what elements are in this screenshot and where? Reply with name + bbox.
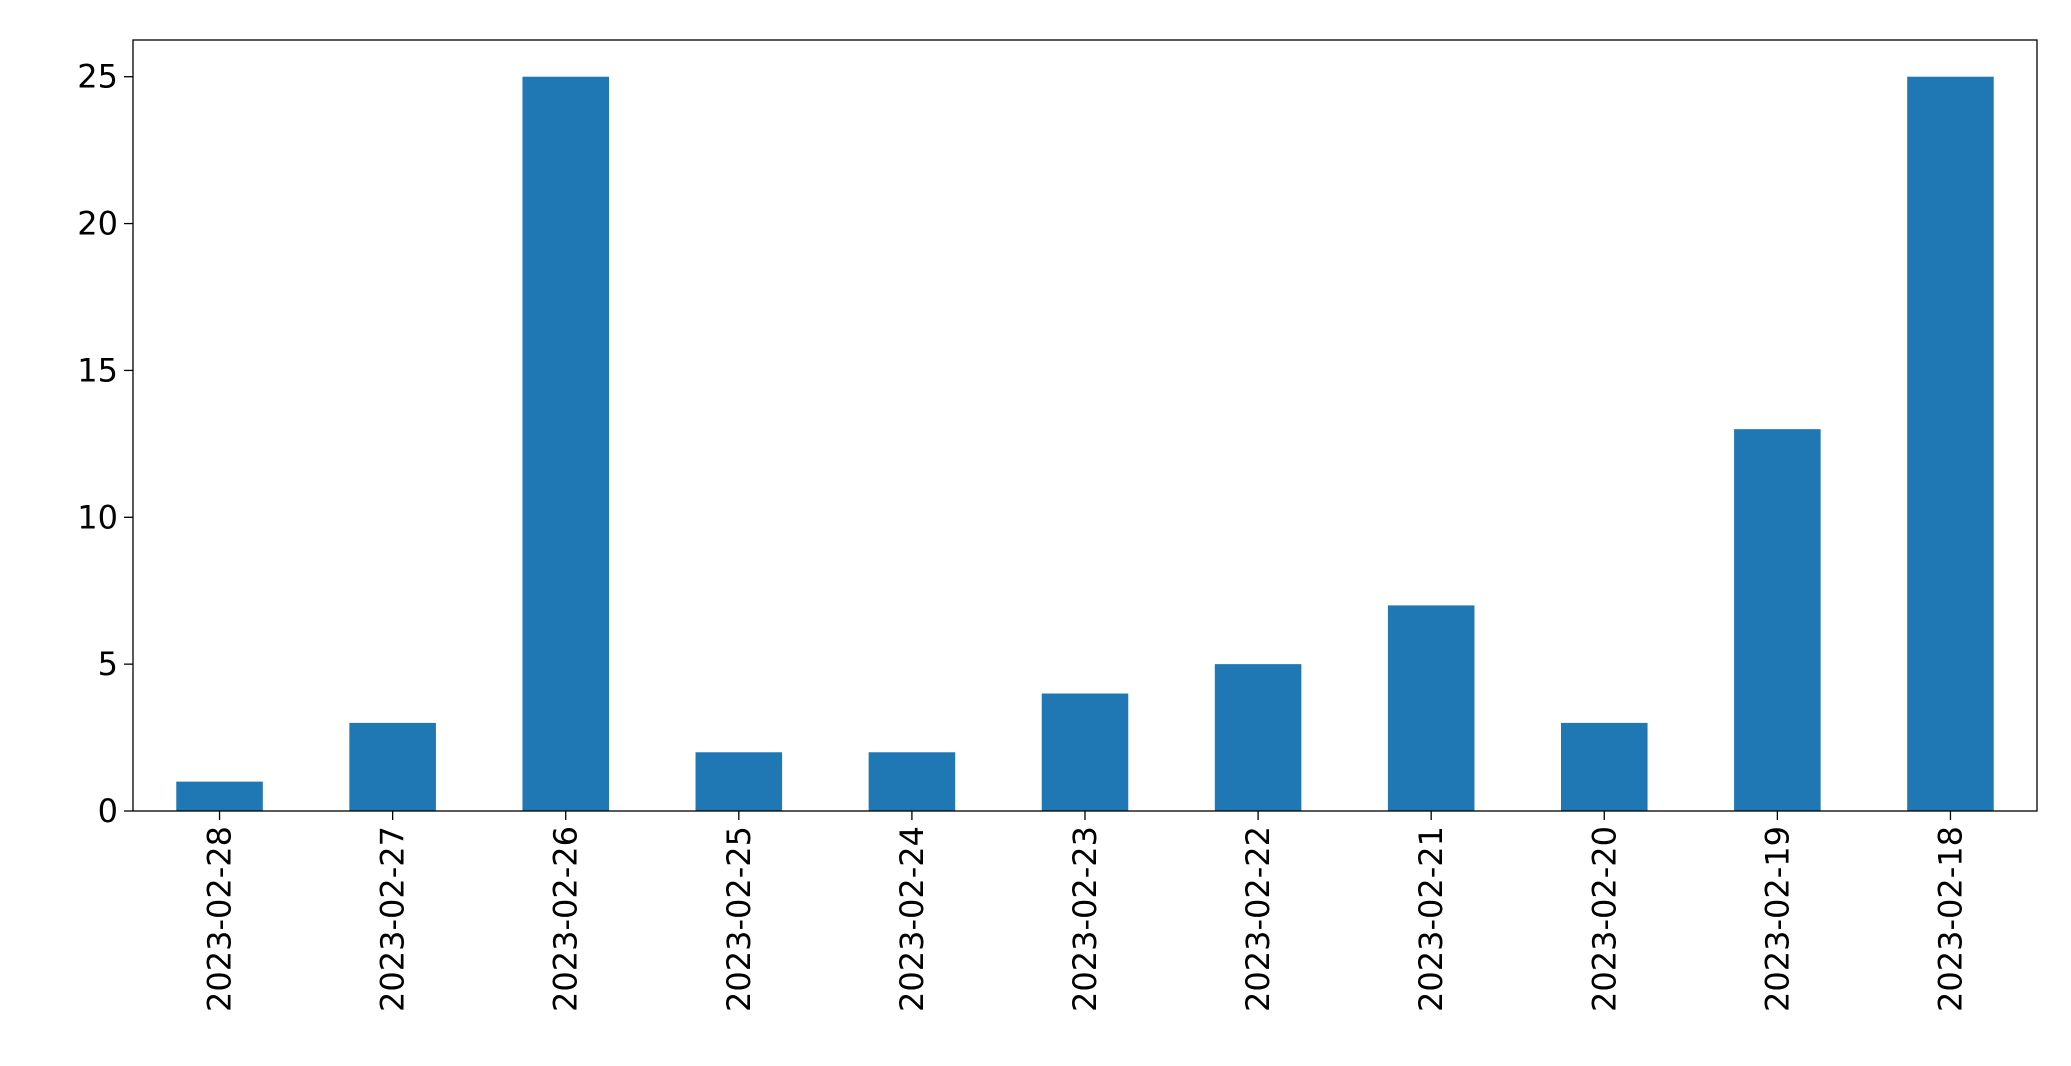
bar-2023-02-24: [868, 752, 956, 811]
plot-frame: [132, 39, 2038, 812]
x-tick-label: 2023-02-21: [1412, 826, 1450, 1012]
x-axis: 2023-02-28 2023-02-27 2023-02-26 2023-02-25…: [201, 811, 1969, 1012]
bar-2023-02-28: [176, 781, 263, 811]
bar-2023-02-22: [1214, 664, 1302, 811]
bar-2023-02-20: [1561, 722, 1648, 811]
x-tick-label: 2023-02-25: [720, 826, 758, 1012]
y-tick-label: 20: [77, 205, 118, 243]
bar-2023-02-19: [1734, 429, 1821, 811]
y-tick-label: 0: [98, 792, 118, 830]
bars-group: [176, 76, 1994, 811]
bar-2023-02-23: [1041, 693, 1129, 811]
x-tick-label: 2023-02-23: [1066, 826, 1104, 1012]
bar-2023-02-26: [522, 76, 609, 811]
x-tick-label: 2023-02-27: [374, 826, 412, 1012]
bar-2023-02-21: [1387, 605, 1475, 811]
x-tick-label: 2023-02-24: [893, 826, 931, 1012]
x-tick-label: 2023-02-20: [1585, 826, 1623, 1012]
x-tick-label: 2023-02-28: [201, 826, 239, 1012]
bar-2023-02-27: [349, 722, 436, 811]
bar-2023-02-18: [1907, 76, 1994, 811]
y-tick-label: 25: [77, 58, 118, 96]
y-tick-label: 10: [77, 498, 118, 536]
y-axis: 0 5 10 15 20 25: [77, 58, 133, 830]
x-tick-label: 2023-02-22: [1239, 826, 1277, 1012]
x-tick-label: 2023-02-19: [1758, 826, 1796, 1012]
y-tick-label: 5: [98, 645, 118, 683]
x-tick-label: 2023-02-18: [1931, 826, 1969, 1012]
bar-2023-02-25: [695, 752, 783, 811]
y-tick-label: 15: [77, 351, 118, 389]
x-tick-label: 2023-02-26: [547, 826, 585, 1012]
